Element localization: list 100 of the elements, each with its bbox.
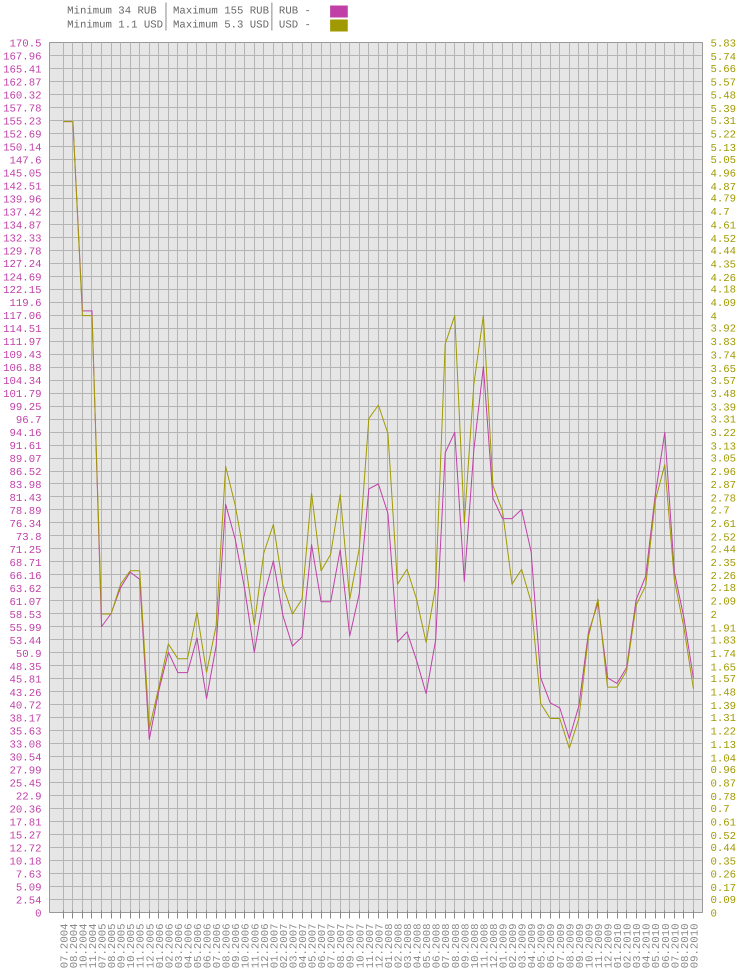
y2-tick-label: 2.35 [710, 558, 736, 570]
y2-tick-label: 5.31 [710, 116, 736, 128]
y-tick-label: 55.99 [10, 622, 42, 635]
y-tick-label: 25.45 [10, 778, 42, 791]
y2-tick-label: 4.44 [710, 246, 736, 258]
y2-tick-label: 0.7 [710, 804, 730, 816]
y2-tick-label: 4.18 [710, 284, 736, 297]
y-tick-label: 162.87 [3, 77, 42, 90]
x-tick-label: 05.2010 [651, 924, 664, 968]
y2-tick-label: 0.26 [710, 870, 736, 882]
y-tick-label: 109.43 [3, 350, 42, 362]
y-tick-label: 165.41 [3, 64, 42, 76]
y2-tick-label: 0.44 [710, 842, 736, 855]
y-tick-label: 150.14 [3, 142, 42, 154]
y2-tick-label: 3.48 [710, 389, 736, 402]
y-tick-label: 167.96 [3, 51, 42, 64]
x-tick-label: 07.2009 [556, 924, 568, 968]
x-tick-label: 09.2009 [574, 924, 587, 968]
y2-tick-label: 4.26 [710, 272, 736, 285]
x-tick-label: 02.2008 [393, 924, 406, 968]
x-tick-label: 02.2006 [164, 924, 176, 968]
y-tick-label: 15.27 [10, 830, 42, 843]
y-tick-label: 160.32 [3, 90, 42, 102]
y-tick-label: 119.6 [10, 298, 42, 310]
y-tick-label: 114.51 [3, 324, 42, 336]
y-tick-label: 96.7 [16, 415, 42, 428]
y2-tick-label: 4.52 [710, 234, 736, 246]
y2-tick-label: 1.48 [710, 688, 736, 700]
y-tick-label: 20.36 [10, 804, 42, 817]
y2-tick-label: 3.22 [710, 428, 736, 440]
y2-tick-label: 1.74 [710, 648, 736, 661]
x-tick-label: 09.2010 [689, 924, 702, 968]
y2-tick-label: 5.13 [710, 142, 736, 155]
y-tick-label: 155.23 [3, 116, 42, 128]
y-tick-label: 127.24 [3, 259, 42, 272]
y2-tick-label: 1.22 [710, 726, 736, 738]
y-tick-label: 91.61 [10, 441, 42, 454]
y-tick-label: 50.9 [16, 648, 42, 661]
x-tick-label: 12.2007 [374, 924, 386, 968]
y-tick-label: 0 [35, 908, 42, 920]
x-tick-label: 01.2006 [154, 924, 167, 968]
x-tick-label: 07.2008 [441, 924, 454, 968]
x-tick-label: 03.2007 [288, 924, 300, 968]
x-tick-label: 12.2006 [260, 924, 272, 968]
y-tick-label: 30.54 [10, 752, 42, 765]
y-tick-label: 7.63 [16, 870, 42, 882]
y2-tick-label: 3.65 [710, 364, 736, 376]
y2-tick-label: 0.09 [710, 895, 736, 908]
x-tick-label: 10.2008 [470, 924, 482, 968]
y2-tick-label: 0 [710, 908, 717, 920]
y2-tick-label: 1.13 [710, 740, 736, 752]
x-tick-label: 12.2005 [145, 924, 158, 968]
y-tick-label: 45.81 [10, 674, 42, 687]
x-tick-label: 01.2008 [384, 924, 396, 968]
y2-tick-label: 3.74 [710, 350, 736, 362]
y2-tick-label: 5.83 [710, 38, 736, 50]
y2-tick-label: 4.09 [710, 298, 736, 310]
y2-tick-label: 2.09 [710, 596, 736, 609]
y2-tick-label: 3.13 [710, 441, 736, 454]
y2-tick-label: 5.48 [710, 90, 736, 103]
x-tick-label: 08.2008 [450, 924, 463, 968]
x-tick-label: 08.2010 [680, 924, 692, 968]
y-tick-label: 132.33 [3, 233, 42, 246]
y2-tick-label: 1.83 [710, 635, 736, 648]
y-tick-label: 35.63 [10, 726, 42, 739]
y2-tick-label: 5.66 [710, 64, 736, 76]
y-tick-label: 94.16 [10, 428, 42, 440]
x-tick-label: 11.2006 [250, 924, 262, 968]
y-tick-label: 48.35 [10, 662, 42, 674]
y-tick-label: 12.72 [10, 844, 42, 856]
y-tick-label: 2.54 [16, 896, 42, 908]
y2-tick-label: 3.57 [710, 376, 736, 388]
y2-tick-label: 3.05 [710, 453, 736, 466]
y2-tick-label: 2.78 [710, 494, 736, 506]
x-tick-label: 12.2008 [488, 924, 501, 968]
y2-tick-label: 4.35 [710, 259, 736, 272]
y-tick-label: 81.43 [10, 492, 42, 505]
y2-tick-label: 2.7 [710, 506, 730, 518]
y2-tick-label: 5.05 [710, 154, 736, 167]
x-tick-label: 10.2004 [78, 924, 90, 968]
y2-tick-label: 2.96 [710, 466, 736, 479]
x-tick-label: 03.2006 [174, 924, 186, 968]
y-tick-label: 145.05 [3, 168, 42, 180]
y-tick-label: 53.44 [10, 636, 42, 648]
y-tick-label: 142.51 [3, 181, 42, 194]
y-tick-label: 139.96 [3, 194, 42, 206]
y-tick-label: 101.79 [3, 389, 42, 402]
y-tick-label: 86.52 [10, 467, 42, 480]
y2-tick-label: 4.61 [710, 220, 736, 233]
x-tick-label: 06.2009 [546, 924, 558, 968]
y-tick-label: 124.69 [3, 272, 42, 284]
y-tick-label: 38.17 [10, 714, 42, 726]
y-tick-label: 117.06 [3, 311, 42, 324]
x-tick-label: 01.2009 [498, 924, 510, 968]
y2-tick-label: 1.65 [710, 662, 736, 674]
x-tick-label: 07.2010 [670, 924, 682, 968]
y2-tick-label: 5.39 [710, 104, 736, 116]
y-tick-label: 99.25 [10, 402, 42, 414]
x-tick-label: 10.2006 [240, 924, 253, 968]
y2-tick-label: 4 [710, 312, 717, 324]
